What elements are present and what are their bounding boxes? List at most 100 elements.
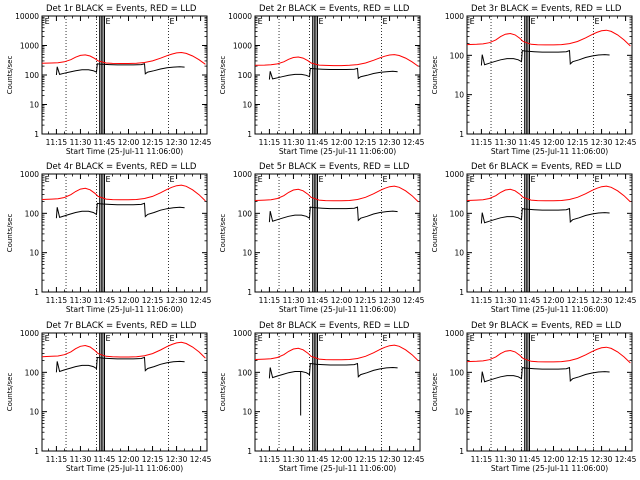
e-marker: E xyxy=(383,334,388,343)
y-tick-label: 100 xyxy=(238,71,253,80)
e-marker: E xyxy=(318,17,323,26)
x-tick-label: 12:15 xyxy=(355,296,377,305)
e-marker: E xyxy=(105,175,110,184)
x-tick-label: 11:30 xyxy=(70,138,92,147)
y-tick-label: 100 xyxy=(450,51,465,60)
x-tick-label: 11:45 xyxy=(94,455,116,464)
e-marker: E xyxy=(530,175,535,184)
events-line xyxy=(268,362,398,379)
y-tick-label: 100 xyxy=(450,209,465,218)
x-tick-label: 11:45 xyxy=(307,138,329,147)
y-tick-label: 1 xyxy=(459,288,464,297)
events-line xyxy=(268,67,398,80)
panel: Det 3r BLACK = Events, RED = LLD Counts/s… xyxy=(431,4,637,156)
e-marker: E xyxy=(595,334,600,343)
plot-frame xyxy=(466,15,633,135)
x-tick-label: 11:15 xyxy=(46,138,68,147)
e-marker: E xyxy=(258,175,263,184)
y-tick-label: 1 xyxy=(459,447,464,456)
lld-line xyxy=(254,185,419,203)
e-marker: E xyxy=(45,17,50,26)
lld-line xyxy=(254,344,419,362)
y-tick-label: 1000 xyxy=(20,329,39,338)
y-tick-label: 1000 xyxy=(233,170,252,179)
e-marker: E xyxy=(470,17,475,26)
y-axis-label: Counts/sec xyxy=(431,373,439,412)
x-axis-label: Start Time (25-Jul-11 11:06:00) xyxy=(491,305,608,314)
y-tick-label: 10 xyxy=(29,101,39,110)
y-tick-label: 10 xyxy=(29,408,39,417)
x-tick-label: 12:45 xyxy=(403,138,425,147)
panel: Det 4r BLACK = Events, RED = LLD Counts/s… xyxy=(6,162,212,314)
plot-frame xyxy=(41,15,208,135)
e-marker: E xyxy=(105,334,110,343)
x-tick-label: 12:00 xyxy=(543,455,565,464)
panel-title: Det 4r BLACK = Events, RED = LLD xyxy=(46,162,197,172)
x-tick-label: 11:15 xyxy=(46,455,68,464)
x-tick-label: 12:30 xyxy=(591,455,613,464)
x-tick-label: 12:00 xyxy=(331,455,353,464)
y-axis-label: Counts/sec xyxy=(431,214,439,253)
x-tick-label: 12:00 xyxy=(543,296,565,305)
y-tick-label: 10 xyxy=(454,408,464,417)
y-tick-label: 1 xyxy=(459,130,464,139)
x-tick-label: 11:45 xyxy=(519,455,541,464)
e-marker: E xyxy=(258,17,263,26)
x-tick-label: 11:30 xyxy=(70,296,92,305)
lld-line xyxy=(466,29,631,47)
x-axis-label: Start Time (25-Jul-11 11:06:00) xyxy=(279,464,396,473)
panel: Det 2r BLACK = Events, RED = LLD Counts/s… xyxy=(219,4,425,156)
x-tick-label: 11:30 xyxy=(70,455,92,464)
x-tick-label: 12:15 xyxy=(355,455,377,464)
plot-frame xyxy=(41,332,208,452)
lld-line xyxy=(41,184,206,202)
events-line xyxy=(55,356,185,373)
plot-frame xyxy=(254,15,421,135)
panel-title: Det 6r BLACK = Events, RED = LLD xyxy=(471,162,622,172)
x-tick-label: 11:45 xyxy=(307,455,329,464)
x-tick-label: 11:45 xyxy=(519,296,541,305)
y-axis-label: Counts/sec xyxy=(6,56,14,95)
lld-line xyxy=(41,341,206,359)
plot-frame xyxy=(466,173,633,293)
events-line xyxy=(55,202,185,219)
y-tick-label: 10 xyxy=(242,101,252,110)
x-tick-label: 12:00 xyxy=(118,138,140,147)
panel: Det 8r BLACK = Events, RED = LLD Counts/s… xyxy=(219,321,425,473)
lld-line xyxy=(254,54,419,67)
lld-line xyxy=(41,51,206,65)
x-tick-label: 12:45 xyxy=(615,455,637,464)
x-tick-label: 12:15 xyxy=(567,296,589,305)
panel-title: Det 8r BLACK = Events, RED = LLD xyxy=(259,321,410,331)
panel-title: Det 9r BLACK = Events, RED = LLD xyxy=(471,321,622,331)
x-tick-label: 12:30 xyxy=(166,296,188,305)
events-line xyxy=(55,63,185,76)
y-tick-label: 10 xyxy=(242,408,252,417)
panel-title: Det 7r BLACK = Events, RED = LLD xyxy=(46,321,197,331)
x-tick-label: 11:15 xyxy=(471,138,493,147)
panel: Det 6r BLACK = Events, RED = LLD Counts/s… xyxy=(431,162,637,314)
y-tick-label: 100 xyxy=(25,368,40,377)
y-tick-label: 1000 xyxy=(445,170,464,179)
panel: Det 1r BLACK = Events, RED = LLD Counts/s… xyxy=(6,4,212,156)
e-marker: E xyxy=(45,175,50,184)
panel: Det 9r BLACK = Events, RED = LLD Counts/s… xyxy=(431,321,637,473)
x-tick-label: 12:45 xyxy=(403,296,425,305)
e-marker: E xyxy=(530,17,535,26)
y-tick-label: 10 xyxy=(454,249,464,258)
x-tick-label: 12:00 xyxy=(118,455,140,464)
x-tick-label: 12:00 xyxy=(331,296,353,305)
x-tick-label: 11:30 xyxy=(495,455,517,464)
plot-frame xyxy=(254,332,421,452)
plot-frame xyxy=(41,173,208,293)
x-tick-label: 11:15 xyxy=(259,455,281,464)
x-tick-label: 12:45 xyxy=(615,138,637,147)
y-axis-label: Counts/sec xyxy=(219,373,227,412)
x-tick-label: 12:15 xyxy=(142,138,164,147)
e-marker: E xyxy=(530,334,535,343)
y-tick-label: 1000 xyxy=(233,42,252,51)
x-tick-label: 12:00 xyxy=(543,138,565,147)
e-marker: E xyxy=(383,17,388,26)
lld-line xyxy=(466,185,631,203)
x-tick-label: 11:30 xyxy=(495,138,517,147)
